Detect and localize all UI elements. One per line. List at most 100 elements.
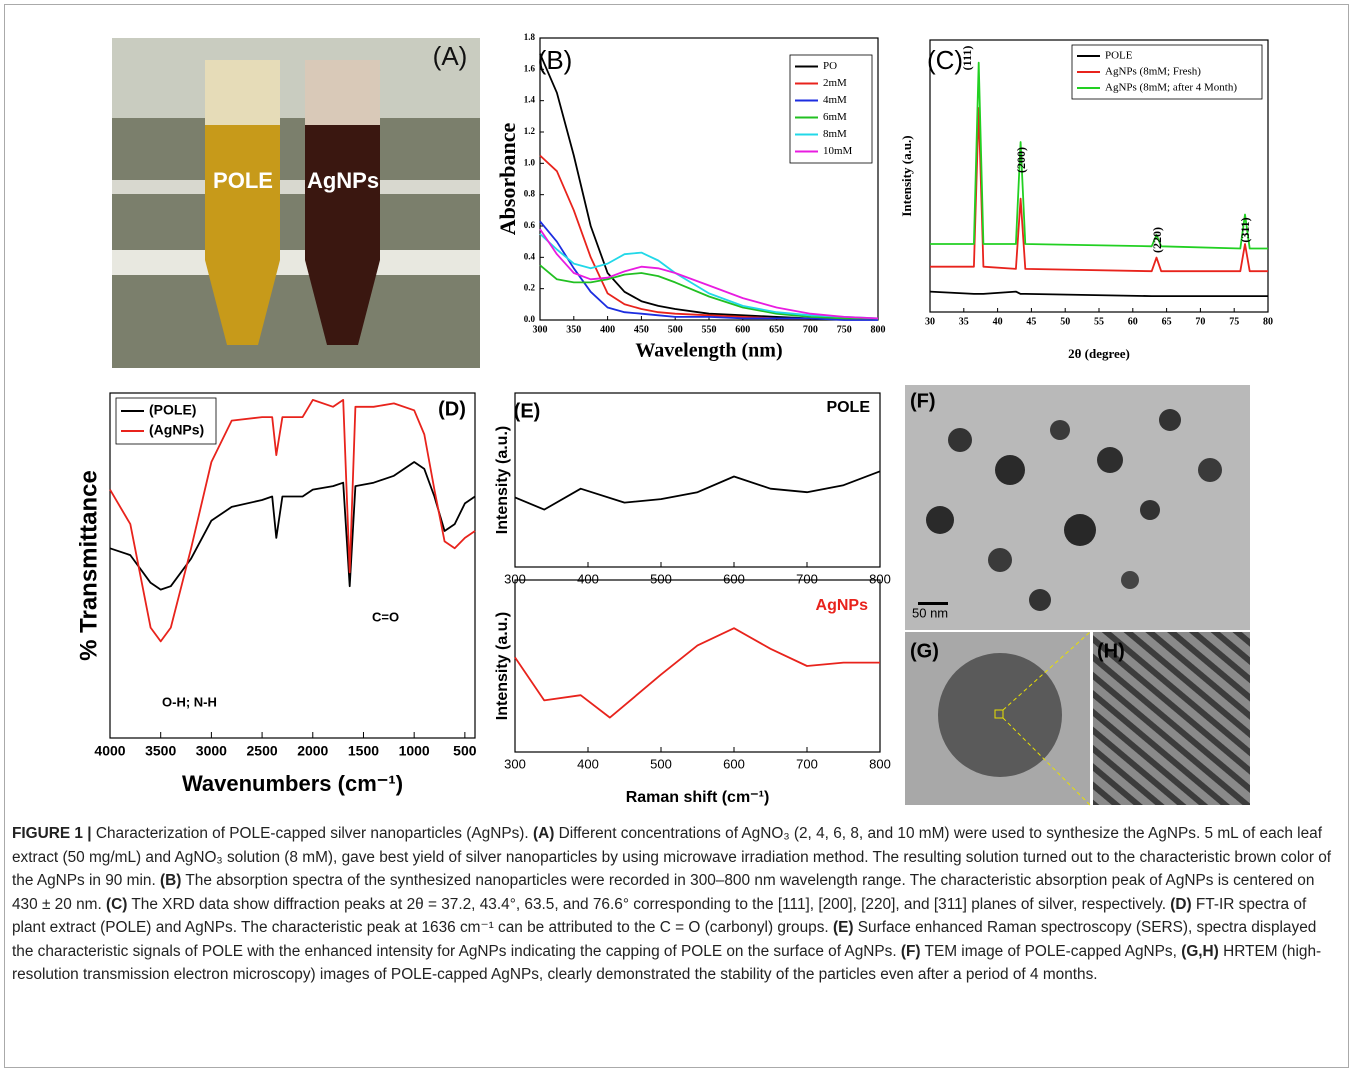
x-tick-label: 2500: [247, 743, 278, 759]
x-tick-label: 60: [1128, 316, 1138, 327]
x-tick-label: 30: [925, 316, 935, 327]
caption-ref: (A): [533, 825, 554, 842]
tube-label: POLE: [213, 168, 273, 193]
annotation: (311): [1238, 217, 1252, 242]
y-tick-label: 0.6: [524, 220, 536, 230]
x-tick-label: 1500: [348, 743, 379, 759]
y-tick-label: 1.4: [524, 95, 536, 105]
panel-label: (C): [927, 45, 963, 75]
x-tick-label: 80: [1263, 316, 1273, 327]
legend-label: 10mM: [823, 145, 853, 157]
x-tick-label: 650: [769, 324, 784, 335]
legend-label: AgNPs (8mM; Fresh): [1105, 66, 1201, 78]
x-tick-label: 800: [871, 324, 886, 335]
y-tick-label: 1.0: [524, 157, 536, 167]
series-line: [515, 471, 880, 509]
legend-label: (AgNPs): [149, 422, 204, 438]
x-axis-label: Raman shift (cm⁻¹): [626, 789, 770, 806]
caption-ref: (D): [1170, 896, 1191, 913]
series-line: [540, 234, 878, 319]
caption-text: Characterization of POLE-capped silver n…: [92, 825, 533, 842]
photo-h: (H): [1093, 632, 1250, 805]
panel-label: (H): [1097, 640, 1125, 662]
x-tick-label: 45: [1026, 316, 1036, 327]
series-line: [540, 229, 878, 318]
x-tick-label: 500: [668, 324, 683, 335]
subplot-title: AgNPs: [816, 597, 869, 614]
caption-ref: (E): [833, 919, 854, 936]
plot-frame: [515, 393, 880, 567]
annotation: O-H; N-H: [162, 694, 217, 709]
legend-label: (POLE): [149, 402, 196, 418]
series-line: [515, 628, 880, 717]
x-tick-label: 450: [634, 324, 649, 335]
x-tick-label: 2000: [297, 743, 328, 759]
x-tick-label: 400: [600, 324, 615, 335]
x-tick-label: 500: [453, 743, 477, 759]
y-axis-label: Intensity (a.u.): [899, 135, 914, 216]
photo-a: (A) POLE AgNPs: [112, 38, 480, 368]
annotation: (220): [1150, 227, 1164, 253]
photo-g: (G): [905, 632, 1090, 805]
x-tick-label: 500: [650, 571, 672, 586]
caption-label: FIGURE 1 |: [12, 825, 92, 842]
y-axis-label: % Transmittance: [75, 470, 102, 661]
caption-text: TEM image of POLE-capped AgNPs,: [921, 943, 1182, 960]
x-tick-label: 1000: [399, 743, 430, 759]
x-tick-label: 3500: [145, 743, 176, 759]
series-line: [540, 221, 878, 320]
y-axis-label: Absorbance: [495, 123, 520, 236]
legend-label: 4mM: [823, 94, 847, 106]
panel-label: (F): [910, 390, 936, 412]
figure: (A) POLE AgNPs (F) 50 nm (G) (H) 3003504…: [0, 0, 1355, 815]
legend-label: 6mM: [823, 111, 847, 123]
series-line: [110, 462, 475, 590]
annotation: (111): [960, 46, 974, 71]
panel-label: (A): [433, 41, 468, 71]
x-tick-label: 400: [577, 756, 599, 771]
scale-bar-label: 50 nm: [912, 605, 948, 620]
annotation: C=O: [372, 609, 399, 624]
caption-ref: (C): [106, 896, 127, 913]
x-tick-label: 3000: [196, 743, 227, 759]
tube-label: AgNPs: [307, 168, 379, 193]
x-tick-label: 75: [1229, 316, 1239, 327]
y-tick-label: 1.2: [524, 126, 536, 136]
panel-label: (E): [514, 400, 541, 422]
caption: FIGURE 1 | Characterization of POLE-capp…: [12, 822, 1337, 987]
caption-ref: (F): [901, 943, 921, 960]
x-tick-label: 400: [577, 571, 599, 586]
x-tick-label: 600: [735, 324, 750, 335]
x-tick-label: 700: [796, 756, 818, 771]
annotation: (200): [1014, 147, 1028, 173]
caption-ref: (B): [160, 872, 181, 889]
legend-label: AgNPs (8mM; after 4 Month): [1105, 82, 1237, 94]
x-axis-label: Wavenumbers (cm⁻¹): [182, 771, 403, 796]
panel-label: (G): [910, 640, 939, 662]
x-tick-label: 700: [803, 324, 818, 335]
y-tick-label: 0.2: [524, 283, 536, 293]
subplot-title: POLE: [826, 399, 870, 416]
photo-f: (F) 50 nm: [905, 385, 1250, 630]
caption-ref: (G,H): [1181, 943, 1219, 960]
x-axis-label: Wavelength (nm): [635, 340, 782, 362]
x-tick-label: 600: [723, 756, 745, 771]
legend-label: 2mM: [823, 77, 847, 89]
y-tick-label: 0.0: [524, 314, 536, 324]
x-tick-label: 35: [959, 316, 969, 327]
caption-text: The XRD data show diffraction peaks at 2…: [127, 896, 1170, 913]
y-tick-label: 0.4: [524, 251, 536, 261]
x-tick-label: 700: [796, 571, 818, 586]
x-tick-label: 50: [1060, 316, 1070, 327]
x-tick-label: 750: [837, 324, 852, 335]
x-tick-label: 4000: [94, 743, 125, 759]
x-tick-label: 600: [723, 571, 745, 586]
plot-frame: [110, 393, 475, 738]
x-tick-label: 800: [869, 756, 891, 771]
x-tick-label: 500: [650, 756, 672, 771]
x-tick-label: 65: [1162, 316, 1172, 327]
x-tick-label: 70: [1195, 316, 1205, 327]
x-tick-label: 40: [993, 316, 1003, 327]
legend-label: 8mM: [823, 128, 847, 140]
y-axis-label: Intensity (a.u.): [494, 426, 511, 534]
